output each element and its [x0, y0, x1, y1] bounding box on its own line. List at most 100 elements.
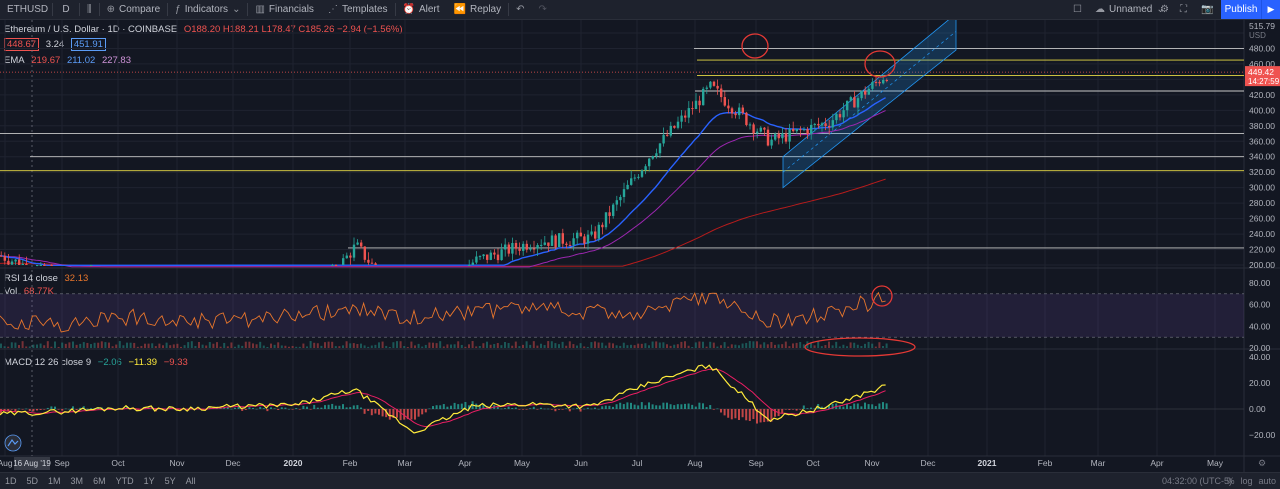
time-axis-label: Aug: [0, 458, 13, 468]
price-axis[interactable]: 515.79USD480.00460.00440.00420.00400.003…: [1245, 21, 1280, 270]
time-axis[interactable]: Aug Sep Oct Nov Dec 2020 Feb Mar Apr May Jun Jul Aug…: [0, 434, 1266, 470]
range-button-1y[interactable]: 1Y: [143, 476, 155, 486]
fullscreen-button[interactable]: ⛶: [1173, 0, 1194, 19]
range-button-5y[interactable]: 5Y: [164, 476, 176, 486]
snapshot-button[interactable]: 📷: [1194, 0, 1220, 19]
macd-histogram-bar: [273, 408, 276, 409]
macd-value-2: −11.39: [128, 357, 158, 368]
macd-histogram-bar: [7, 409, 10, 412]
range-button-ytd[interactable]: YTD: [115, 476, 134, 486]
templates-button[interactable]: ⋰ Templates: [321, 0, 395, 19]
settings-button[interactable]: ⚙: [1153, 0, 1176, 19]
ask-price[interactable]: 451.91: [70, 38, 106, 51]
alert-label: Alert: [418, 4, 440, 15]
redo-button[interactable]: ↷: [532, 0, 554, 19]
range-button-1m[interactable]: 1M: [48, 476, 61, 486]
vol-legend[interactable]: Vol 68.77K: [4, 286, 58, 297]
volume-bar: [622, 342, 625, 348]
candle-body: [820, 123, 824, 126]
financials-button[interactable]: ▥ Financials: [248, 0, 320, 19]
layout-name-button[interactable]: ☁ Unnamed ⌄: [1088, 0, 1172, 19]
candle-body: [50, 265, 53, 266]
volume-bar: [720, 345, 722, 348]
macd-histogram-bar: [385, 409, 388, 418]
range-button-1d[interactable]: 1D: [5, 476, 17, 486]
volume-bar: [183, 345, 186, 348]
range-button-3m[interactable]: 3M: [70, 476, 84, 486]
scale-options: % log auto: [1226, 473, 1276, 489]
alert-button[interactable]: ⏰ Alert: [396, 0, 447, 19]
play-button[interactable]: ▶: [1261, 0, 1280, 19]
layout-checkbox[interactable]: ☐: [1066, 0, 1089, 19]
volume-bar: [370, 345, 373, 348]
candle-body: [536, 245, 539, 249]
macd-histogram-bar: [784, 409, 787, 410]
logo-badge: [4, 434, 22, 452]
replay-button[interactable]: ⏪ Replay: [447, 0, 509, 19]
volume-bar: [576, 345, 578, 348]
volume-bar: [86, 342, 89, 348]
volume-bar: [846, 346, 848, 348]
macd-histogram-bar: [324, 405, 326, 409]
undo-button[interactable]: ↶: [509, 0, 531, 19]
volume-bar: [561, 341, 564, 348]
chart-title[interactable]: Ethereum / U.S. Dollar · 1D · COINBASE: [4, 24, 178, 35]
macd-legend[interactable]: MACD 12 26 close 9 −2.06 −11.39 −9.33: [4, 357, 192, 368]
volume-bar: [824, 345, 827, 348]
symbol-search[interactable]: ETHUSD: [0, 0, 52, 19]
annotations[interactable]: [741, 33, 916, 357]
ema-long-line: [0, 178, 886, 268]
macd-axis-tick: 0.00: [1249, 404, 1266, 414]
macd-histogram-bar: [626, 402, 629, 409]
range-button-5d[interactable]: 5D: [26, 476, 39, 486]
candle-body: [352, 244, 356, 258]
fullscreen-icon: ⛶: [1180, 4, 1187, 15]
candle-body: [676, 121, 680, 128]
symbol-label: ETHUSD: [7, 4, 49, 15]
volume-bar: [334, 346, 337, 348]
volume-bar: [64, 343, 67, 348]
macd-histogram-bar: [72, 406, 74, 409]
auto-toggle[interactable]: auto: [1258, 476, 1276, 486]
percent-toggle[interactable]: %: [1226, 476, 1235, 486]
timezone-label[interactable]: 04:32:00 (UTC-5): [1161, 476, 1232, 486]
candle-body: [561, 233, 564, 244]
range-button-all[interactable]: All: [185, 476, 196, 486]
candle-body: [867, 88, 870, 95]
volume-bar: [97, 342, 100, 348]
toolbar-divider: [247, 3, 249, 16]
ema-legend[interactable]: EMA 219.67 211.02 227.83: [4, 55, 135, 66]
candle-body: [795, 128, 798, 132]
volume-bar: [273, 344, 276, 348]
interval-button[interactable]: D: [53, 0, 79, 19]
macd-histogram-bar: [216, 408, 218, 409]
volume-bar: [223, 342, 226, 348]
candle-body: [673, 125, 676, 128]
macd-histogram-bar: [831, 403, 834, 409]
log-toggle[interactable]: log: [1240, 476, 1253, 486]
macd-histogram-bar: [280, 407, 283, 409]
volume-bar: [345, 341, 348, 348]
macd-histogram-bar: [457, 404, 460, 409]
volume-bar: [756, 341, 758, 348]
compare-button[interactable]: ⊕ Compare: [100, 0, 168, 19]
horizontal-levels[interactable]: [0, 48, 1244, 249]
bar-style-button[interactable]: ⫼: [80, 0, 99, 19]
macd-histogram-bar: [291, 409, 294, 410]
volume-bar: [874, 346, 877, 348]
volume-bar: [774, 344, 776, 348]
range-button-6m[interactable]: 6M: [93, 476, 106, 486]
time-axis-label: Jun: [574, 458, 588, 468]
price-channel[interactable]: [782, 20, 957, 189]
volume-bar: [694, 342, 697, 348]
indicators-button[interactable]: ƒ Indicators ⌄: [168, 0, 247, 19]
candle-body: [788, 128, 791, 142]
rsi-legend[interactable]: RSI 14 close 32.13: [4, 273, 92, 284]
macd-histogram-bar: [619, 402, 622, 409]
macd-histogram-bar: [615, 404, 618, 409]
macd-histogram-bar: [0, 409, 2, 414]
publish-button[interactable]: Publish: [1221, 0, 1261, 19]
candle-body: [540, 244, 543, 246]
candle-body: [356, 242, 359, 245]
